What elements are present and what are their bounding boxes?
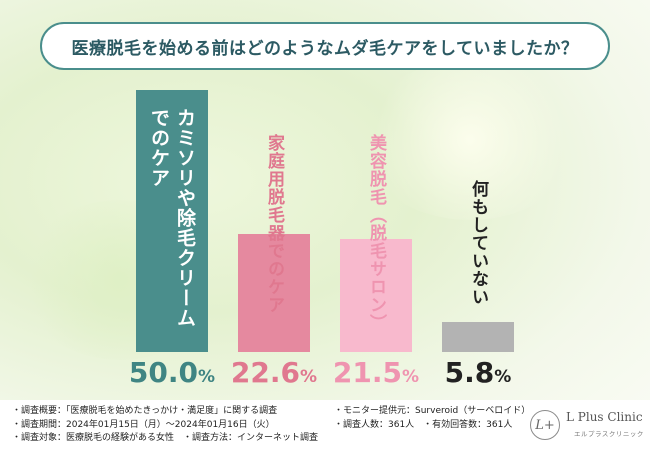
bar-label-4: 何もしていない: [468, 180, 488, 306]
survey-note: ・調査人数：361人 ・有効回答数：361人: [334, 419, 513, 430]
logo-name: L Plus Clinic: [566, 410, 643, 424]
survey-notes-left: ・調査概要：「医療脱毛を始めたきっかけ・満足度」に関する調査 ・調査期間：202…: [12, 405, 318, 446]
value-number: 50.0: [128, 356, 199, 389]
bar-value-2: 22.6%: [224, 356, 324, 396]
clinic-logo: L+ L Plus Clinic エルプラスクリニック: [530, 408, 645, 444]
survey-notes-right: ・モニター提供元：Surveroid（サーベロイド） ・調査人数：361人 ・有…: [334, 405, 530, 432]
bar-label-3: 美容脱毛（脱毛サロン）: [366, 134, 386, 332]
survey-note: ・調査期間：2024年01月15日（月）～2024年01月16日（火）: [12, 419, 275, 430]
logo-subtitle: エルプラスクリニック: [574, 430, 644, 438]
logo-mark: L+: [530, 410, 560, 440]
bar-4: [442, 321, 514, 352]
bar-value-3: 21.5%: [326, 356, 426, 396]
value-number: 21.5: [332, 356, 403, 389]
bar-1: [136, 90, 208, 352]
survey-note: ・モニター提供元：Surveroid（サーベロイド）: [334, 406, 531, 416]
bar-label-1: カミソリや除毛クリーム でのケア: [148, 108, 196, 328]
bar-value-4: 5.8%: [428, 356, 528, 396]
value-percent-sign: %: [300, 367, 318, 387]
value-percent-sign: %: [494, 367, 512, 387]
value-percent-sign: %: [198, 367, 216, 387]
question-title: 医療脱毛を始める前はどのようなムダ毛ケアをしていましたか？: [71, 38, 579, 59]
bar-label-2: 家庭用脱毛器でのケア: [264, 134, 284, 314]
bar-chart: カミソリや除毛クリーム でのケア 50.0% 家庭用脱毛器でのケア 22.6% 美容脱毛…: [122, 90, 528, 396]
question-title-box: 医療脱毛を始める前はどのようなムダ毛ケアをしていましたか？: [40, 22, 610, 70]
bar-3: [340, 239, 412, 352]
survey-note: ・調査対象：医療脱毛の経験がある女性 ・調査方法：インターネット調査: [12, 433, 319, 443]
value-percent-sign: %: [402, 367, 420, 387]
value-number: 5.8: [444, 356, 495, 389]
bar-2: [238, 233, 310, 352]
background-glow: [360, 60, 580, 220]
survey-note: ・調査概要：「医療脱毛を始めたきっかけ・満足度」に関する調査: [12, 406, 278, 416]
bar-value-1: 50.0%: [122, 356, 222, 396]
value-number: 22.6: [230, 356, 301, 389]
